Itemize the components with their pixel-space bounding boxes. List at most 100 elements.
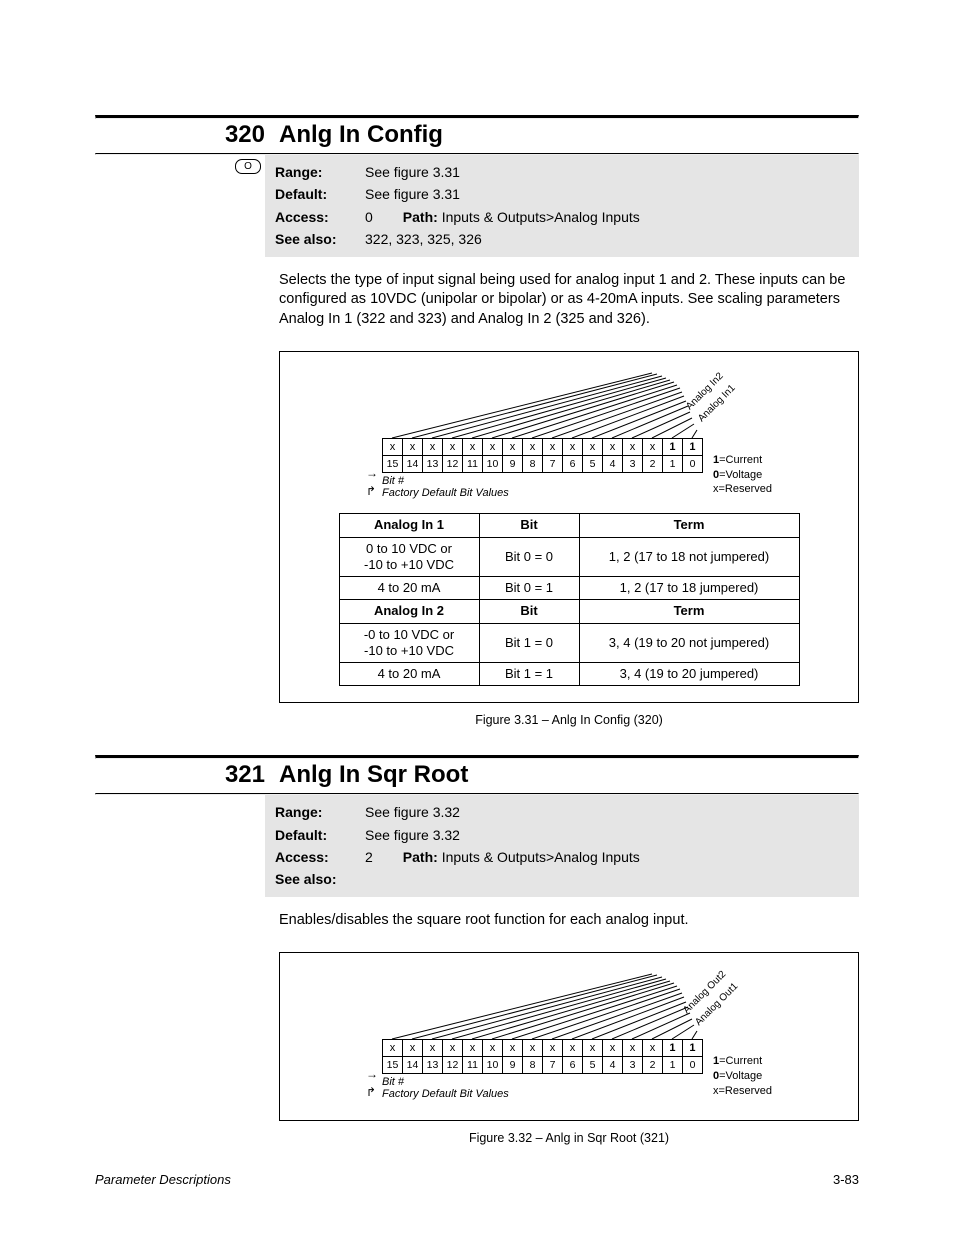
bit-num-cell: 13	[422, 456, 442, 473]
bit-cell: x	[622, 1040, 642, 1057]
table-cell: 3, 4 (19 to 20 jumpered)	[579, 663, 799, 686]
table-header: Bit	[479, 514, 579, 537]
bit-num-cell: 2	[642, 456, 662, 473]
bit-num-cell: 3	[622, 1057, 642, 1074]
icon-column	[95, 795, 265, 897]
access-num: 2	[365, 849, 373, 865]
bit-num-cell: 15	[382, 1057, 402, 1074]
figure-caption: Figure 3.31 – Anlg In Config (320)	[279, 713, 859, 727]
legend-val: Voltage	[726, 469, 763, 481]
label-default: Default:	[275, 824, 365, 846]
factory-label: Factory Default Bit Values	[382, 487, 703, 499]
param-title: Anlg In Config	[279, 121, 443, 149]
table-cell: Bit 0 = 0	[479, 537, 579, 577]
bit-num-cell: 0	[682, 1057, 702, 1074]
label-range: Range:	[275, 801, 365, 823]
bit-cell: x	[382, 439, 402, 456]
value-path: Inputs & Outputs>Analog Inputs	[442, 209, 640, 225]
bit-num-cell: 9	[502, 1057, 522, 1074]
bit-num-cell: 15	[382, 456, 402, 473]
bit-cell: x	[502, 1040, 522, 1057]
bit-diagram: Analog Out2 Analog Out1 xxxxxxxxxxxxxx11…	[382, 969, 703, 1100]
table-header: Term	[579, 600, 799, 623]
legend-val: Current	[726, 454, 763, 466]
label-seealso: See also:	[275, 228, 365, 250]
figure-frame: → ↱	[279, 952, 859, 1121]
bit-cell: 1	[662, 1040, 682, 1057]
bit-cell: x	[522, 1040, 542, 1057]
legend-val: Reserved	[725, 483, 772, 495]
table-cell: -0 to 10 VDC or-10 to +10 VDC	[339, 623, 479, 663]
bit-cell: x	[442, 439, 462, 456]
legend-key: 0	[713, 469, 719, 481]
table-cell: 4 to 20 mA	[339, 577, 479, 600]
bit-num-cell: 1	[662, 456, 682, 473]
label-access: Access:	[275, 206, 365, 228]
meta-box: Range:See figure 3.31 Default:See figure…	[265, 155, 859, 257]
bit-table: xxxxxxxxxxxxxx11 1514131211109876543210	[382, 1039, 703, 1074]
bit-num-cell: 6	[562, 1057, 582, 1074]
bit-num-cell: 4	[602, 456, 622, 473]
value-access: 2Path: Inputs & Outputs>Analog Inputs	[365, 846, 849, 868]
table-cell: Bit 1 = 1	[479, 663, 579, 686]
bit-num-cell: 2	[642, 1057, 662, 1074]
table-header: Bit	[479, 600, 579, 623]
bit-cell: x	[442, 1040, 462, 1057]
label-seealso: See also:	[275, 868, 365, 890]
table-cell: 3, 4 (19 to 20 not jumpered)	[579, 623, 799, 663]
bit-cell: x	[642, 439, 662, 456]
bit-num-cell: 8	[522, 456, 542, 473]
bit-cell: x	[462, 1040, 482, 1057]
fan-lines	[382, 969, 702, 1039]
value-default: See figure 3.32	[365, 824, 849, 846]
value-access: 0Path: Inputs & Outputs>Analog Inputs	[365, 206, 849, 228]
bit-num-cell: 12	[442, 456, 462, 473]
param-title: Anlg In Sqr Root	[279, 761, 468, 789]
param-block-320: 320 Anlg In Config O Range:See figure 3.…	[95, 115, 859, 727]
bit-cell: 1	[682, 1040, 702, 1057]
table-cell: 4 to 20 mA	[339, 663, 479, 686]
table-header: Analog In 1	[339, 514, 479, 537]
bit-cell: x	[522, 439, 542, 456]
bit-num-cell: 11	[462, 1057, 482, 1074]
footer-left: Parameter Descriptions	[95, 1172, 231, 1187]
fan-lines	[382, 368, 702, 438]
bit-num-cell: 12	[442, 1057, 462, 1074]
output-icon: O	[235, 159, 261, 174]
value-path: Inputs & Outputs>Analog Inputs	[442, 849, 640, 865]
bit-num-cell: 10	[482, 1057, 502, 1074]
label-access: Access:	[275, 846, 365, 868]
bit-num-cell: 7	[542, 456, 562, 473]
table-cell: 1, 2 (17 to 18 not jumpered)	[579, 537, 799, 577]
bit-cell: x	[482, 439, 502, 456]
legend: 1=Current 0=Voltage x=Reserved	[713, 1054, 772, 1101]
bit-cell: x	[402, 1040, 422, 1057]
bit-cell: x	[382, 1040, 402, 1057]
bit-num-cell: 10	[482, 456, 502, 473]
factory-label: Factory Default Bit Values	[382, 1088, 703, 1100]
bit-cell: x	[462, 439, 482, 456]
bit-diagram: Analog In2 Analog In1 xxxxxxxxxxxxxx11 1…	[382, 368, 703, 499]
bit-cell: x	[562, 1040, 582, 1057]
bit-num-cell: 14	[402, 456, 422, 473]
bit-cell: 1	[682, 439, 702, 456]
bit-cell: x	[402, 439, 422, 456]
label-default: Default:	[275, 183, 365, 205]
legend-val: Current	[726, 1055, 763, 1067]
legend-key: 0	[713, 1070, 719, 1082]
bit-cell: x	[542, 439, 562, 456]
param-number: 320	[95, 121, 265, 149]
table-cell: 1, 2 (17 to 18 jumpered)	[579, 577, 799, 600]
label-range: Range:	[275, 161, 365, 183]
bit-num-cell: 1	[662, 1057, 682, 1074]
value-default: See figure 3.31	[365, 183, 849, 205]
bit-num-cell: 4	[602, 1057, 622, 1074]
bit-cell: x	[602, 1040, 622, 1057]
rule	[95, 755, 859, 759]
bit-table: xxxxxxxxxxxxxx11 1514131211109876543210	[382, 438, 703, 473]
figure-frame: → ↱	[279, 351, 859, 703]
bit-cell: x	[582, 1040, 602, 1057]
bit-num-cell: 9	[502, 456, 522, 473]
bit-num-cell: 8	[522, 1057, 542, 1074]
bit-num-cell: 5	[582, 456, 602, 473]
